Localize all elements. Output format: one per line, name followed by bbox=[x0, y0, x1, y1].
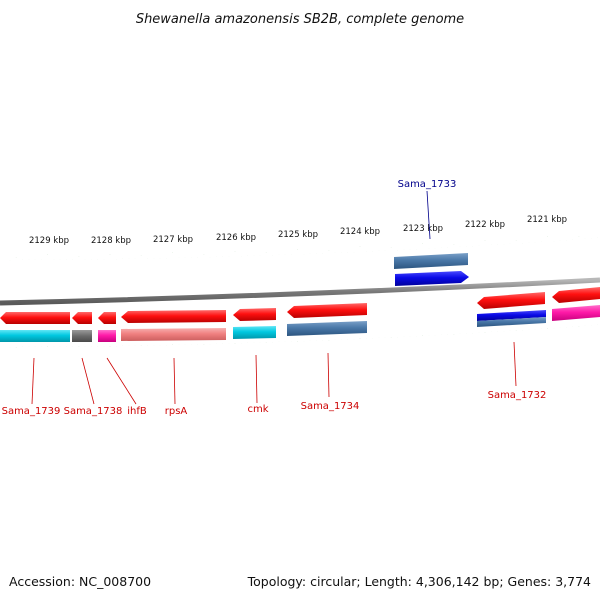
cds-feature-rpsa[interactable] bbox=[121, 310, 226, 323]
leader-line bbox=[513, 341, 517, 387]
gene-feature-rpsa[interactable] bbox=[121, 328, 226, 341]
leader-line bbox=[255, 354, 258, 404]
accession-text: Accession: NC_008700 bbox=[9, 574, 151, 589]
scale-label: 2126 kbp bbox=[216, 233, 256, 243]
scale-label: 2124 kbp bbox=[340, 227, 380, 237]
rna-feature-sama-1732[interactable] bbox=[477, 310, 546, 321]
gene-label[interactable]: Sama_1738 bbox=[64, 406, 123, 417]
gene-label[interactable]: Sama_1739 bbox=[2, 406, 61, 417]
scale-ruler: 2129 kbp 2128 kbp 2127 kbp 2126 kbp 2125… bbox=[9, 215, 599, 348]
feature-track-upper bbox=[394, 253, 469, 286]
gene-feature-ihfb[interactable] bbox=[98, 330, 116, 342]
leader-line bbox=[327, 352, 330, 398]
cds-feature-sama-1739[interactable] bbox=[0, 312, 70, 324]
cds-feature-sama-1733[interactable] bbox=[395, 271, 469, 286]
cds-feature-cmk[interactable] bbox=[233, 308, 276, 321]
gene-label[interactable]: Sama_1734 bbox=[301, 401, 360, 412]
gene-label[interactable]: Sama_1732 bbox=[488, 390, 547, 401]
genome-backbone bbox=[0, 277, 600, 306]
gene-feature-next[interactable] bbox=[552, 305, 600, 321]
cds-feature-next[interactable] bbox=[552, 287, 600, 303]
scale-label: 2123 kbp bbox=[403, 224, 443, 234]
cds-feature-ihfb[interactable] bbox=[98, 312, 116, 324]
gene-label[interactable]: cmk bbox=[247, 404, 268, 415]
feature-track-reverse bbox=[0, 287, 600, 342]
leader-line bbox=[426, 190, 431, 240]
leader-line bbox=[106, 357, 137, 405]
scale-label: 2125 kbp bbox=[278, 230, 318, 240]
gene-feature-sama-1732[interactable] bbox=[477, 317, 546, 327]
gene-feature-sama-1739[interactable] bbox=[0, 330, 70, 342]
cds-feature-sama-1732[interactable] bbox=[477, 292, 545, 309]
leader-line bbox=[81, 357, 95, 405]
map-title: Shewanella amazonensis SB2B, complete ge… bbox=[136, 12, 464, 27]
gene-feature-sama-1738[interactable] bbox=[72, 330, 92, 342]
gene-label[interactable]: Sama_1733 bbox=[398, 179, 457, 190]
scale-label: 2128 kbp bbox=[91, 236, 131, 246]
leader-line bbox=[173, 357, 176, 405]
label-leaders bbox=[31, 190, 517, 405]
gene-label[interactable]: rpsA bbox=[165, 406, 188, 417]
gene-feature-cmk[interactable] bbox=[233, 326, 276, 339]
scale-label: 2129 kbp bbox=[29, 236, 69, 246]
scale-label: 2121 kbp bbox=[527, 215, 567, 225]
cds-feature-sama-1738[interactable] bbox=[72, 312, 92, 324]
gene-labels: Sama_1739 Sama_1738 ihfB rpsA cmk Sama_1… bbox=[2, 179, 547, 417]
gene-label[interactable]: ihfB bbox=[127, 406, 147, 417]
topology-summary: Topology: circular; Length: 4,306,142 bp… bbox=[247, 574, 591, 589]
gene-feature-sama-1734[interactable] bbox=[287, 321, 367, 336]
scale-ticks bbox=[9, 236, 599, 348]
cds-feature-sama-1734[interactable] bbox=[287, 303, 367, 318]
scale-label: 2122 kbp bbox=[465, 220, 505, 230]
leader-line bbox=[31, 357, 35, 405]
scale-label: 2127 kbp bbox=[153, 235, 193, 245]
gene-feature-sama-1733[interactable] bbox=[394, 253, 468, 269]
